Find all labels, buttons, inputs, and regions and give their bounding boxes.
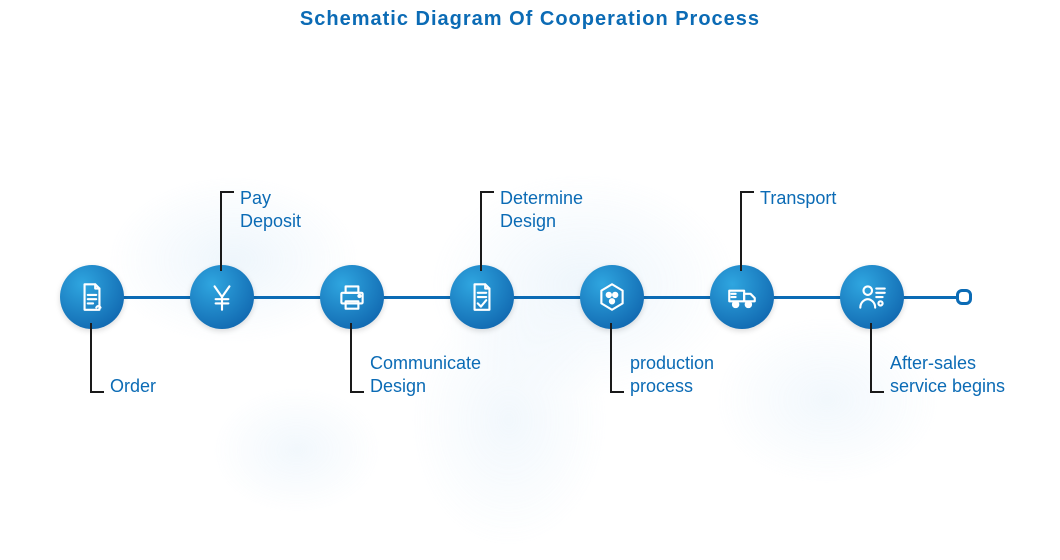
flow-end-marker [956, 289, 972, 305]
step-node-7 [840, 265, 904, 329]
step-node-4 [450, 265, 514, 329]
step-label-5: productionprocess [630, 352, 714, 397]
step-label-line: Order [110, 375, 156, 398]
step-bracket-3 [350, 323, 364, 393]
service-icon [855, 280, 889, 314]
diagram-title: Schematic Diagram Of Cooperation Process [0, 8, 1060, 31]
step-label-line: production [630, 352, 714, 375]
step-label-line: Communicate [370, 352, 481, 375]
step-label-1: Order [110, 375, 156, 398]
document-icon [75, 280, 109, 314]
step-label-4: DetermineDesign [500, 187, 583, 232]
step-label-7: After-salesservice begins [890, 352, 1005, 397]
step-node-2 [190, 265, 254, 329]
step-label-line: Design [500, 210, 583, 233]
step-label-line: service begins [890, 375, 1005, 398]
step-label-line: After-sales [890, 352, 1005, 375]
hex-dots-icon [595, 280, 629, 314]
step-bracket-5 [610, 323, 624, 393]
step-node-1 [60, 265, 124, 329]
step-label-line: Design [370, 375, 481, 398]
step-label-line: Determine [500, 187, 583, 210]
yen-icon [205, 280, 239, 314]
step-node-3 [320, 265, 384, 329]
step-bracket-6 [740, 191, 754, 271]
step-label-line: Deposit [240, 210, 301, 233]
step-label-line: Transport [760, 187, 836, 210]
truck-icon [725, 280, 759, 314]
step-bracket-2 [220, 191, 234, 271]
step-node-6 [710, 265, 774, 329]
step-label-3: CommunicateDesign [370, 352, 481, 397]
document-check-icon [465, 280, 499, 314]
step-node-5 [580, 265, 644, 329]
printer-icon [335, 280, 369, 314]
step-bracket-4 [480, 191, 494, 271]
step-label-line: Pay [240, 187, 301, 210]
step-bracket-1 [90, 323, 104, 393]
step-label-2: PayDeposit [240, 187, 301, 232]
step-label-line: process [630, 375, 714, 398]
step-bracket-7 [870, 323, 884, 393]
step-label-6: Transport [760, 187, 836, 210]
